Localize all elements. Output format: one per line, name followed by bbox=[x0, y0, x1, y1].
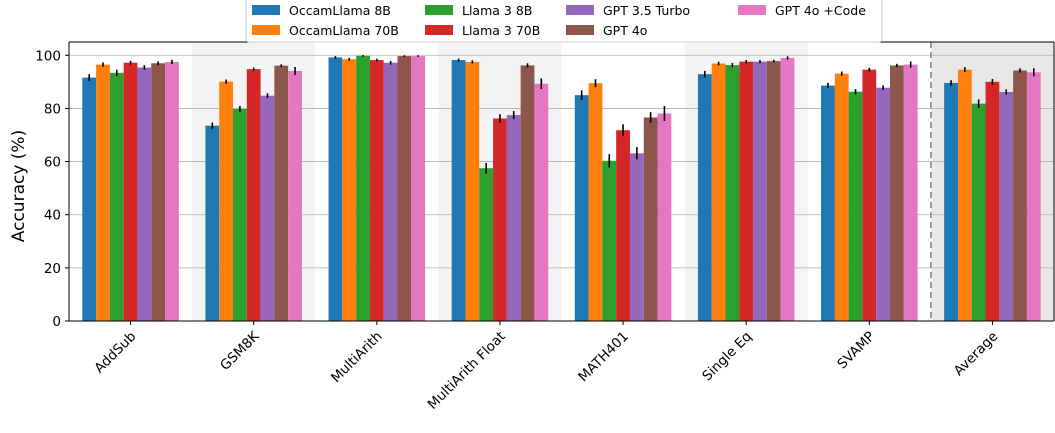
error-bars-layer bbox=[88, 55, 1035, 174]
legend-item-llama-3-70b: Llama 3 70B bbox=[425, 23, 540, 38]
legend-item-occamllama-8b: OccamLlama 8B bbox=[252, 3, 391, 18]
bar-llama-3-8b-svamp bbox=[848, 91, 863, 321]
bar-gpt-4o-average bbox=[1013, 70, 1027, 321]
bar-occamllama-8b-math401 bbox=[574, 95, 589, 322]
bar-gpt-3-5-turbo-single-eq bbox=[753, 61, 767, 322]
bar-gpt-4o-code-average bbox=[1026, 72, 1041, 321]
bar-llama-3-8b-addsub bbox=[109, 72, 124, 321]
bar-llama-3-70b-addsub bbox=[123, 62, 138, 322]
bar-occamllama-8b-gsm8k bbox=[205, 125, 220, 321]
bar-gpt-4o-code-gsm8k bbox=[288, 70, 302, 321]
bar-gpt-4o-math401 bbox=[643, 117, 658, 321]
bar-occamllama-8b-average bbox=[944, 82, 958, 321]
bar-gpt-3-5-turbo-multiarith-float bbox=[506, 115, 521, 321]
x-tick-label-addsub: AddSub bbox=[91, 329, 139, 377]
bar-gpt-3-5-turbo-multiarith bbox=[383, 62, 398, 322]
x-tick-label-math401: MATH401 bbox=[575, 329, 632, 386]
bar-llama-3-8b-gsm8k bbox=[233, 108, 247, 322]
bar-occamllama-70b-multiarith bbox=[342, 59, 357, 322]
bar-occamllama-70b-math401 bbox=[588, 83, 603, 321]
bar-gpt-3-5-turbo-svamp bbox=[876, 87, 890, 322]
legend-label-gpt-4o-code: GPT 4o +Code bbox=[775, 3, 866, 18]
x-tick-label-svamp: SVAMP bbox=[834, 329, 878, 373]
legend-swatch-llama-3-8b bbox=[425, 5, 453, 15]
bar-llama-3-70b-average bbox=[985, 81, 1000, 321]
legend-item-gpt-3-5-turbo: GPT 3.5 Turbo bbox=[566, 3, 690, 18]
legend-label-llama-3-8b: Llama 3 8B bbox=[462, 3, 532, 18]
bar-llama-3-8b-single-eq bbox=[725, 65, 740, 321]
bar-gpt-4o-multiarith bbox=[397, 56, 412, 321]
x-tick-label-single-eq: Single Eq bbox=[699, 329, 755, 385]
bar-llama-3-70b-single-eq bbox=[739, 61, 754, 322]
y-tick-label-100: 100 bbox=[35, 48, 61, 64]
bar-occamllama-8b-multiarith-float bbox=[451, 60, 466, 321]
bar-gpt-4o-code-single-eq bbox=[780, 57, 795, 321]
legend-label-llama-3-70b: Llama 3 70B bbox=[462, 23, 540, 38]
bar-gpt-3-5-turbo-gsm8k bbox=[260, 95, 275, 321]
bar-occamllama-70b-single-eq bbox=[711, 63, 726, 321]
bar-occamllama-8b-addsub bbox=[82, 77, 97, 321]
legend-swatch-occamllama-70b bbox=[252, 25, 280, 35]
legend-label-gpt-4o: GPT 4o bbox=[603, 23, 647, 38]
legend-label-gpt-3-5-turbo: GPT 3.5 Turbo bbox=[603, 3, 690, 18]
y-tick-label-0: 0 bbox=[52, 314, 61, 330]
legend-swatch-llama-3-70b bbox=[425, 25, 453, 35]
bar-occamllama-8b-multiarith bbox=[328, 57, 343, 321]
y-tick-label-80: 80 bbox=[44, 101, 61, 117]
bar-occamllama-70b-addsub bbox=[96, 64, 110, 321]
bar-occamllama-70b-average bbox=[957, 69, 972, 322]
legend-label-occamllama-8b: OccamLlama 8B bbox=[289, 3, 391, 18]
bar-llama-3-70b-gsm8k bbox=[246, 69, 261, 321]
legend-item-gpt-4o: GPT 4o bbox=[566, 23, 647, 38]
legend-item-occamllama-70b: OccamLlama 70B bbox=[252, 23, 399, 38]
legend-item-llama-3-8b: Llama 3 8B bbox=[425, 3, 532, 18]
bar-occamllama-70b-gsm8k bbox=[219, 81, 234, 321]
bar-llama-3-70b-multiarith bbox=[369, 60, 384, 321]
bar-llama-3-70b-math401 bbox=[616, 130, 630, 321]
x-tick-label-gsm8k: GSM8K bbox=[217, 328, 263, 374]
bar-gpt-3-5-turbo-addsub bbox=[137, 67, 152, 321]
bar-gpt-3-5-turbo-average bbox=[999, 91, 1014, 321]
bar-gpt-4o-code-addsub bbox=[165, 61, 179, 322]
bar-gpt-3-5-turbo-math401 bbox=[629, 153, 644, 321]
y-tick-label-60: 60 bbox=[44, 155, 61, 171]
bar-gpt-4o-addsub bbox=[151, 63, 166, 321]
legend-item-gpt-4o-code: GPT 4o +Code bbox=[738, 3, 866, 18]
bar-gpt-4o-gsm8k bbox=[274, 65, 289, 321]
bar-gpt-4o-code-math401 bbox=[657, 113, 672, 321]
legend-swatch-gpt-3-5-turbo bbox=[566, 5, 594, 15]
legend-box bbox=[245, 0, 883, 43]
bar-llama-3-8b-math401 bbox=[602, 160, 617, 321]
bar-gpt-4o-code-multiarith-float bbox=[534, 83, 549, 322]
x-tick-label-multiarith: MultiArith bbox=[328, 329, 386, 387]
bar-occamllama-70b-multiarith-float bbox=[465, 61, 480, 322]
bar-llama-3-70b-svamp bbox=[862, 69, 877, 322]
bar-gpt-4o-single-eq bbox=[766, 61, 781, 321]
legend-label-occamllama-70b: OccamLlama 70B bbox=[289, 23, 399, 38]
y-ticks: 0 20 40 60 80 100 bbox=[35, 48, 69, 330]
bar-gpt-4o-multiarith-float bbox=[520, 65, 535, 321]
legend-swatch-gpt-4o-code bbox=[738, 5, 766, 15]
bars-layer bbox=[82, 55, 1041, 322]
bar-llama-3-8b-multiarith bbox=[356, 55, 370, 322]
legend-swatch-gpt-4o bbox=[566, 25, 594, 35]
legend: OccamLlama 8B OccamLlama 70B Llama 3 8B Lla… bbox=[245, 0, 883, 43]
bar-occamllama-8b-svamp bbox=[821, 85, 835, 321]
bar-gpt-4o-svamp bbox=[889, 65, 904, 321]
x-tick-label-average: Average bbox=[951, 329, 1002, 380]
y-axis-label: Accuracy (%) bbox=[9, 130, 29, 242]
legend-swatch-occamllama-8b bbox=[252, 5, 280, 15]
x-ticks: AddSub GSM8K MultiArith MultiArith Float MAT… bbox=[91, 321, 1001, 413]
bar-llama-3-8b-average bbox=[971, 103, 986, 321]
x-tick-label-multiarith-float: MultiArith Float bbox=[425, 329, 509, 413]
y-tick-label-40: 40 bbox=[44, 208, 61, 224]
bar-occamllama-8b-single-eq bbox=[697, 74, 712, 321]
bar-gpt-4o-code-multiarith bbox=[411, 56, 426, 321]
y-tick-label-20: 20 bbox=[44, 261, 61, 277]
bar-occamllama-70b-svamp bbox=[834, 73, 849, 322]
bar-gpt-4o-code-svamp bbox=[903, 64, 918, 321]
bar-llama-3-8b-multiarith-float bbox=[479, 168, 494, 321]
bar-llama-3-70b-multiarith-float bbox=[493, 118, 507, 321]
